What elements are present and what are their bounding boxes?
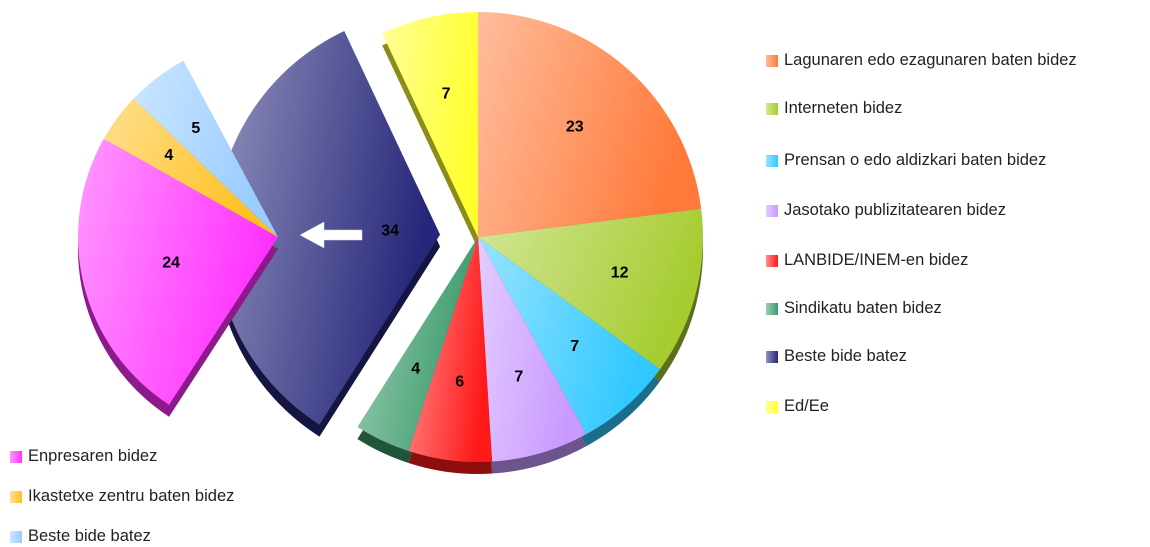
data-label: 6	[455, 373, 464, 390]
legend-swatch	[766, 103, 778, 115]
slice	[215, 31, 441, 425]
legend-label: Lagunaren edo ezagunaren baten bidez	[784, 51, 1077, 69]
legend-item: Lagunaren edo ezagunaren baten bidez	[766, 50, 1106, 71]
slice	[382, 12, 478, 237]
data-label: 23	[566, 119, 584, 136]
legend-swatch	[10, 491, 22, 503]
slice	[478, 208, 703, 370]
legend-item: Beste bide batez	[10, 526, 330, 547]
slice	[357, 237, 478, 451]
legend-label: Ikastetxe zentru baten bidez	[28, 487, 235, 505]
legend-swatch	[766, 351, 778, 363]
data-label: 24	[162, 254, 180, 271]
legend-label: Interneten bidez	[784, 99, 903, 117]
slice	[478, 12, 702, 237]
legend-swatch	[766, 155, 778, 167]
sub-slice	[78, 138, 278, 405]
legend-item: Ed/Ee	[766, 396, 1106, 417]
legend-label: Enpresaren bidez	[28, 447, 158, 465]
slice	[408, 237, 493, 462]
legend-label: Beste bide batez	[784, 347, 907, 365]
legend-swatch	[766, 55, 778, 67]
legend-label: LANBIDE/INEM-en bidez	[784, 251, 969, 269]
legend-label: Sindikatu baten bidez	[784, 299, 942, 317]
legend-label: Ed/Ee	[784, 397, 829, 415]
data-label: 34	[381, 223, 399, 240]
data-label: 4	[411, 361, 420, 378]
legend-swatch	[766, 205, 778, 217]
data-label: 4	[164, 147, 173, 164]
arrow	[299, 221, 363, 249]
legend-swatch	[10, 531, 22, 543]
legend-item: Sindikatu baten bidez	[766, 298, 1106, 319]
legend-swatch	[766, 303, 778, 315]
sub-slice	[103, 98, 279, 237]
data-label: 7	[570, 338, 579, 355]
legend-item: Ikastetxe zentru baten bidez	[10, 486, 330, 507]
legend-label: Jasotako publizitatearen bidez	[784, 201, 1006, 219]
legend-item: Enpresaren bidez	[10, 446, 330, 467]
data-label: 12	[611, 265, 629, 282]
legend-item: Interneten bidez	[766, 98, 1106, 119]
sub-slice	[133, 60, 278, 237]
slice	[478, 237, 587, 462]
legend-swatch	[10, 451, 22, 463]
legend-label: Beste bide batez	[28, 527, 151, 545]
data-label: 5	[191, 120, 200, 137]
data-label: 7	[442, 85, 451, 102]
legend-item: Beste bide batez	[766, 346, 1106, 367]
data-label: 7	[514, 369, 523, 386]
slice	[478, 237, 661, 435]
legend-swatch	[766, 255, 778, 267]
legend-item: LANBIDE/INEM-en bidez	[766, 250, 1106, 271]
legend-swatch	[766, 401, 778, 413]
legend-item: Prensan o edo aldizkari baten bidez	[766, 150, 1106, 171]
legend-item: Jasotako publizitatearen bidez	[766, 200, 1106, 221]
legend-label: Prensan o edo aldizkari baten bidez	[784, 151, 1047, 169]
